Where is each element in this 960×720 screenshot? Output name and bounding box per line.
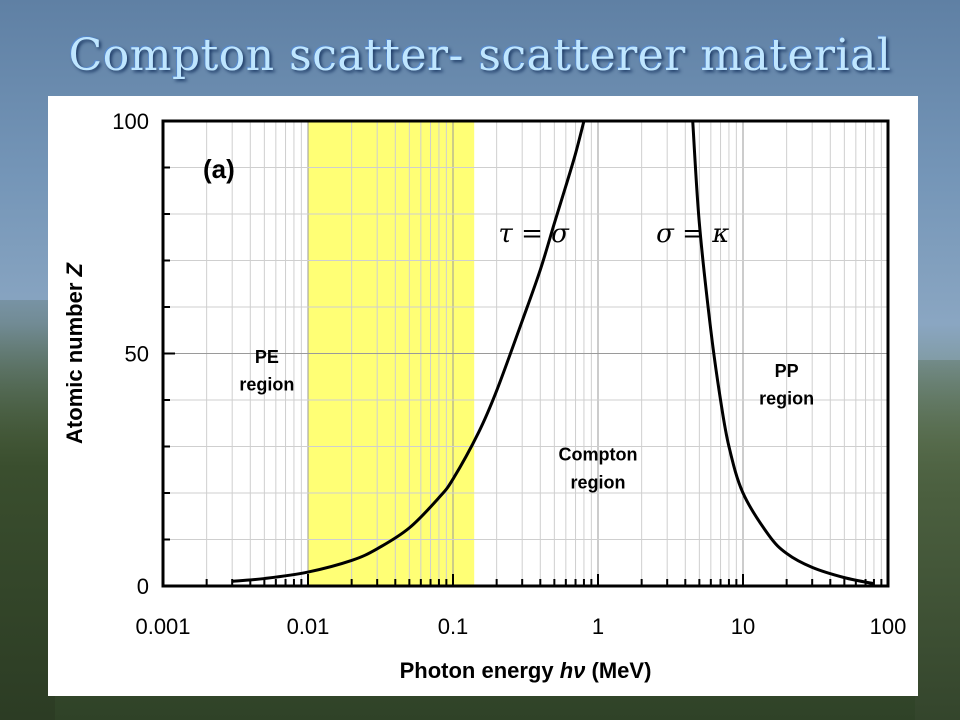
series-curves bbox=[232, 120, 875, 586]
interaction-regions-chart: 0.001 0.01 0.1 1 10 100 0 50 100 (a) Photon ener… bbox=[62, 109, 906, 683]
region-label: region bbox=[239, 375, 294, 395]
x-axis-label-text: Photon energy bbox=[400, 658, 560, 683]
y-tick-label: 100 bbox=[112, 109, 149, 134]
series-line bbox=[232, 120, 586, 583]
y-tick-label: 0 bbox=[137, 574, 149, 599]
region-label: PP bbox=[775, 361, 799, 381]
x-tick-label: 0.001 bbox=[135, 614, 190, 639]
grid bbox=[162, 121, 888, 586]
annotations: τ = σ σ = κ PE region Compton region PP region bbox=[239, 219, 814, 492]
x-tick-label: 0.01 bbox=[287, 614, 330, 639]
x-axis-label: Photon energy hν (MeV) bbox=[400, 658, 652, 683]
x-tick-label: 100 bbox=[870, 614, 907, 639]
x-tick-label: 1 bbox=[592, 614, 604, 639]
region-label: PE bbox=[255, 347, 279, 367]
background-trees-right bbox=[915, 360, 960, 720]
region-label: region bbox=[570, 472, 625, 492]
y-axis-label: Atomic number Z bbox=[62, 261, 87, 443]
x-tick-label: 10 bbox=[731, 614, 755, 639]
plot-frame bbox=[161, 119, 890, 588]
y-axis-label-text: Atomic number bbox=[62, 276, 87, 443]
region-label: Compton bbox=[559, 444, 638, 464]
x-tick-label: 0.1 bbox=[438, 614, 469, 639]
background-trees-left bbox=[0, 300, 55, 720]
y-tick-label: 50 bbox=[125, 342, 149, 367]
chart-card: 0.001 0.01 0.1 1 10 100 0 50 100 (a) Photon ener… bbox=[48, 96, 918, 696]
y-axis-label-symbol: Z bbox=[62, 261, 87, 277]
region-label: region bbox=[759, 389, 814, 409]
x-axis-label-unit: (MeV) bbox=[585, 658, 651, 683]
curve-equation-label: τ = σ bbox=[498, 219, 570, 249]
panel-label: (a) bbox=[203, 154, 235, 184]
series-line bbox=[691, 120, 875, 586]
x-axis-label-symbol: hν bbox=[560, 658, 586, 683]
tick-labels: 0.001 0.01 0.1 1 10 100 0 50 100 bbox=[112, 109, 906, 639]
curve-equation-label: σ = κ bbox=[656, 219, 729, 249]
slide-title: Compton scatter- scatterer material bbox=[68, 30, 892, 81]
